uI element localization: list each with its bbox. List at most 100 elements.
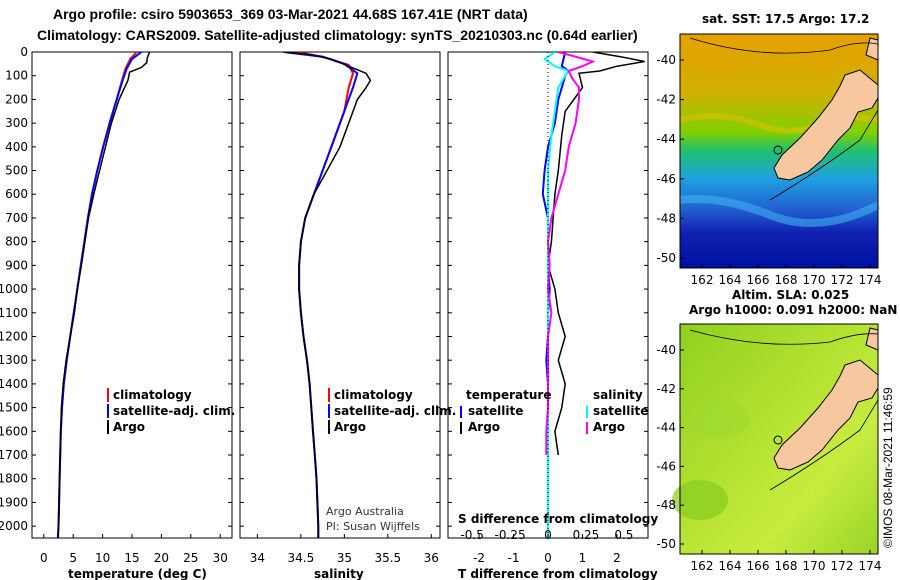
legend-label-argo: Argo xyxy=(113,420,145,434)
map-lon-label: 164 xyxy=(719,559,742,573)
depth-tick-label: 500 xyxy=(5,164,28,178)
credit-pi: PI: Susan Wijffels xyxy=(326,520,420,533)
x-tick-label: 25 xyxy=(183,551,198,565)
s-diff-tick-label: 0.5 xyxy=(614,528,633,542)
map-lon-label: 162 xyxy=(691,559,714,573)
map-lat-label: -46 xyxy=(656,172,676,186)
depth-tick-label: 1100 xyxy=(0,306,28,320)
map-lat-label: -48 xyxy=(656,498,676,512)
x-tick-label: 36 xyxy=(424,551,439,565)
legend-title-salinity: salinity xyxy=(593,388,643,402)
map-lon-label: 170 xyxy=(803,559,826,573)
legend-label-sal-satellite: satellite xyxy=(593,404,648,418)
legend-label-satellite: satellite-adj. clim. xyxy=(334,404,456,418)
temperature-panel-frame xyxy=(31,51,233,539)
sla-map: Altim. SLA: 0.025 Argo h1000: 0.091 h200… xyxy=(656,288,897,573)
depth-tick-label: 1500 xyxy=(0,401,28,415)
legend-label-temp-argo: Argo xyxy=(468,420,500,434)
plot-title-line1: Argo profile: csiro 5903653_369 03-Mar-2… xyxy=(53,6,528,22)
salinity-xlabel: salinity xyxy=(314,567,364,580)
depth-tick-label: 1300 xyxy=(0,353,28,367)
map-lon-label: 168 xyxy=(775,273,798,287)
salinity-ticks: 34 34.5 35 35.5 36 xyxy=(250,534,439,565)
depth-tick-label: 900 xyxy=(5,258,28,272)
x-tick-label: 20 xyxy=(154,551,169,565)
sla-map-ticks: 162 164 166 168 170 172 174 -40 -42 -44 -46 -48 -50 xyxy=(656,343,881,573)
x-tick-label: 34 xyxy=(250,551,265,565)
sst-map-frame xyxy=(679,33,879,269)
s-diff-tick-label: 0.25 xyxy=(573,528,600,542)
temperature-legend: climatology satellite-adj. clim. Argo xyxy=(107,388,235,434)
map-lon-label: 166 xyxy=(747,273,770,287)
temperature-xlabel: temperature (deg C) xyxy=(68,567,207,580)
depth-tick-label: 200 xyxy=(5,92,28,106)
s-diff-tick-label: 0 xyxy=(544,528,552,542)
x-tick-label: -2 xyxy=(473,551,485,565)
map-lat-label: -40 xyxy=(656,53,676,67)
sst-map: sat. SST: 17.5 Argo: 17.2 162 164 166 168 17… xyxy=(656,12,881,287)
legend-label-climatology: climatology xyxy=(113,388,192,402)
depth-tick-label: 1800 xyxy=(0,472,28,486)
argo-float-marker xyxy=(773,145,783,155)
x-tick-label: -1 xyxy=(508,551,520,565)
depth-axis: 0 100 200 300 400 500 600 700 800 900 1000 1100 1200… xyxy=(0,45,648,533)
legend-label-sal-argo: Argo xyxy=(593,420,625,434)
sst-map-title: sat. SST: 17.5 Argo: 17.2 xyxy=(702,12,869,26)
bathymetry-contour xyxy=(769,399,879,491)
x-tick-label: 2 xyxy=(613,551,621,565)
map-lat-label: -50 xyxy=(656,537,676,551)
map-lon-label: 174 xyxy=(859,559,882,573)
depth-tick-label: 1200 xyxy=(0,329,28,343)
difference-lines xyxy=(541,52,645,538)
bathymetry-contour xyxy=(769,109,879,201)
depth-tick-label: 0 xyxy=(20,45,28,59)
series-argo xyxy=(57,52,151,538)
x-tick-label: 5 xyxy=(69,551,77,565)
salinity-panel-frame xyxy=(239,51,441,539)
temperature-lines xyxy=(56,52,151,538)
series-climatology xyxy=(296,52,355,538)
legend-label-temp-satellite: satellite xyxy=(468,404,523,418)
x-tick-label: 15 xyxy=(124,551,139,565)
plot-title-line2: Climatology: CARS2009. Satellite-adjuste… xyxy=(37,27,638,43)
x-tick-label: 0 xyxy=(544,551,552,565)
difference-ticks: -2 -1 0 1 2 -0.5 -0.25 0 0.25 0.5 xyxy=(460,52,633,565)
x-tick-label: 10 xyxy=(95,551,110,565)
imos-credit: ©IMOS 08-Mar-2021 11:46:59 xyxy=(881,387,895,548)
depth-tick-label: 2000 xyxy=(0,519,28,533)
depth-tick-label: 1600 xyxy=(0,424,28,438)
legend-label-argo: Argo xyxy=(334,420,366,434)
temperature-ticks: 0 5 10 15 20 25 30 xyxy=(40,534,228,565)
map-lat-label: -42 xyxy=(656,382,676,396)
depth-tick-label: 700 xyxy=(5,211,28,225)
depth-tick-label: 300 xyxy=(5,116,28,130)
series-argo xyxy=(283,52,372,538)
salinity-legend: climatology satellite-adj. clim. Argo Ar… xyxy=(326,388,456,533)
sla-feature xyxy=(672,480,728,520)
difference-xlabel: T difference from climatology xyxy=(458,567,658,580)
depth-tick-label: 1900 xyxy=(0,495,28,509)
map-lon-label: 174 xyxy=(859,273,882,287)
depth-tick-label: 800 xyxy=(5,235,28,249)
legend-label-satellite: satellite-adj. clim. xyxy=(113,404,235,418)
difference-legend: temperature satellite Argo salinity sate… xyxy=(460,388,648,434)
salinity-lines xyxy=(283,52,372,538)
series-climatology xyxy=(56,52,138,538)
bathymetry-contour xyxy=(689,37,879,54)
x-tick-label: 30 xyxy=(213,551,228,565)
map-lat-label: -44 xyxy=(656,132,676,146)
series-satellite-adj-clim- xyxy=(283,52,359,538)
map-lon-label: 170 xyxy=(803,273,826,287)
map-lat-label: -50 xyxy=(656,251,676,265)
sla-feature xyxy=(690,402,750,438)
x-tick-label: 1 xyxy=(579,551,587,565)
map-lat-label: -46 xyxy=(656,459,676,473)
sst-field xyxy=(680,34,878,268)
sla-map-title-line1: Altim. SLA: 0.025 xyxy=(732,288,849,302)
depth-tick-label: 600 xyxy=(5,187,28,201)
series-salinity-argo xyxy=(545,52,596,455)
legend-title-temperature: temperature xyxy=(466,388,551,402)
x-tick-label: 34.5 xyxy=(288,551,315,565)
depth-tick-label: 1700 xyxy=(0,448,28,462)
credit-argo-australia: Argo Australia xyxy=(326,505,404,518)
